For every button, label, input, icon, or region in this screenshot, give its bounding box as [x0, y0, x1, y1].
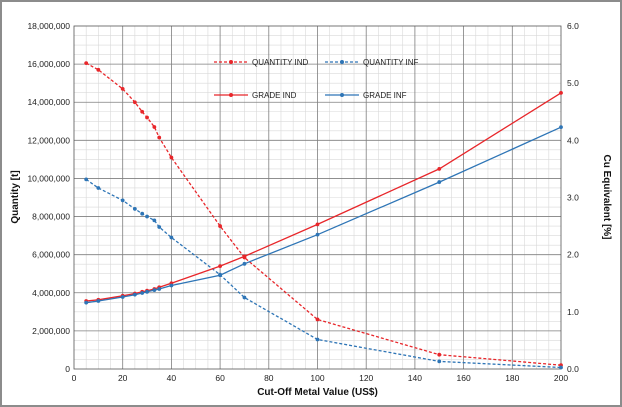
- legend: QUANTITY IND QUANTITY INF GRADE IND GRADE I…: [214, 58, 419, 100]
- data-point-quantity-ind: [120, 86, 125, 91]
- data-point-quantity-ind: [157, 135, 162, 140]
- x-axis-title: Cut-Off Metal Value (US$): [257, 387, 378, 398]
- y-tick-label: 0: [65, 364, 70, 374]
- data-point-quantity-inf: [96, 186, 101, 190]
- y-tick-label: 10,000,000: [27, 173, 70, 183]
- data-point-quantity-ind: [152, 125, 157, 129]
- data-point-quantity-ind: [132, 100, 137, 105]
- data-point-grade-inf: [145, 289, 149, 294]
- y2-axis-title: Cu Equivalent [%]: [601, 154, 612, 239]
- x-tick-label: 160: [457, 373, 471, 383]
- data-point-quantity-inf: [169, 235, 174, 240]
- y2-tick-label: 0.0: [567, 364, 579, 374]
- data-point-quantity-inf: [242, 295, 247, 300]
- data-point-quantity-ind: [140, 109, 145, 114]
- data-point-grade-ind: [315, 222, 320, 227]
- data-point-quantity-ind: [96, 67, 101, 72]
- data-point-quantity-ind: [145, 115, 149, 120]
- data-point-grade-inf: [315, 232, 320, 237]
- legend-marker-quantity-inf: [340, 60, 344, 64]
- data-point-grade-inf: [132, 292, 137, 297]
- data-point-quantity-inf: [84, 177, 89, 182]
- data-point-quantity-inf: [559, 365, 563, 370]
- y-tick-label: 18,000,000: [27, 21, 70, 31]
- data-point-grade-ind: [437, 167, 442, 171]
- data-point-quantity-inf: [157, 225, 162, 229]
- legend-label-quantity-inf: QUANTITY INF: [363, 58, 419, 67]
- data-point-grade-inf: [559, 125, 563, 130]
- data-point-grade-inf: [218, 273, 223, 278]
- legend-marker-grade-inf: [340, 93, 344, 97]
- y2-tick-label: 2.0: [567, 250, 579, 260]
- data-point-quantity-inf: [437, 359, 442, 364]
- x-tick-label: 200: [554, 373, 568, 383]
- data-point-quantity-inf: [315, 337, 320, 342]
- y-tick-labels: 0 2,000,000 4,000,000 6,000,000 8,000,000 10,…: [27, 21, 70, 374]
- data-point-grade-inf: [84, 300, 89, 305]
- x-tick-label: 60: [215, 373, 225, 383]
- x-tick-label: 180: [505, 373, 519, 383]
- data-point-quantity-ind: [84, 61, 89, 66]
- data-point-quantity-ind: [169, 155, 174, 160]
- series-line-grade-ind: [86, 92, 562, 302]
- data-point-grade-inf: [120, 295, 125, 299]
- data-point-grade-inf: [437, 180, 442, 184]
- y-tick-label: 4,000,000: [32, 288, 70, 298]
- x-tick-labels: 0 20 40 60 80 100 120 140 160 180 200: [72, 373, 569, 383]
- legend-marker-grade-ind: [229, 93, 233, 97]
- plot-border: [73, 25, 562, 370]
- x-tick-label: 140: [408, 373, 422, 383]
- series-line-quantity-ind: [85, 62, 562, 366]
- x-tick-label: 80: [264, 373, 274, 383]
- data-point-grade-inf: [140, 291, 145, 295]
- legend-label-grade-ind: GRADE IND: [252, 91, 297, 100]
- major-gridlines: [74, 26, 561, 369]
- data-point-grade-ind: [559, 90, 563, 95]
- y-tick-label: 14,000,000: [27, 97, 70, 107]
- data-point-quantity-ind: [437, 352, 442, 357]
- data-point-quantity-inf: [132, 207, 137, 211]
- data-point-grade-inf: [169, 283, 174, 288]
- x-tick-label: 20: [118, 373, 128, 383]
- data-point-quantity-inf: [120, 198, 125, 203]
- y2-tick-label: 1.0: [567, 307, 579, 317]
- x-tick-label: 120: [359, 373, 373, 383]
- series-line-grade-inf: [86, 126, 562, 304]
- legend-label-grade-inf: GRADE INF: [363, 91, 407, 100]
- y2-tick-label: 5.0: [567, 78, 579, 88]
- y-tick-label: 8,000,000: [32, 212, 70, 222]
- data-point-grade-inf: [242, 261, 247, 266]
- data-point-quantity-ind: [315, 317, 320, 322]
- x-tick-label: 0: [72, 373, 77, 383]
- data-point-quantity-inf: [145, 214, 149, 219]
- y-tick-label: 2,000,000: [32, 326, 70, 336]
- y-tick-label: 6,000,000: [32, 250, 70, 260]
- data-point-quantity-inf: [152, 218, 157, 223]
- x-tick-label: 100: [310, 373, 324, 383]
- y2-tick-label: 3.0: [567, 193, 579, 203]
- series-layer: [84, 61, 563, 370]
- y-axis-title: Quantity [t]: [10, 170, 21, 223]
- y2-tick-label: 4.0: [567, 135, 579, 145]
- y-tick-label: 16,000,000: [27, 59, 70, 69]
- data-point-quantity-ind: [218, 224, 223, 228]
- legend-marker-quantity-ind: [229, 60, 233, 64]
- data-point-grade-inf: [157, 287, 162, 291]
- data-point-quantity-inf: [140, 211, 145, 216]
- x-tick-label: 40: [167, 373, 177, 383]
- y-tick-label: 12,000,000: [27, 135, 70, 145]
- data-point-grade-ind: [242, 254, 247, 259]
- data-point-grade-inf: [96, 299, 101, 303]
- data-point-grade-ind: [218, 264, 223, 268]
- y2-tick-labels: 0.0 1.0 2.0 3.0 4.0 5.0 6.0: [567, 21, 579, 374]
- legend-label-quantity-ind: QUANTITY IND: [252, 58, 309, 67]
- data-point-grade-inf: [152, 288, 157, 293]
- y2-tick-label: 6.0: [567, 21, 579, 31]
